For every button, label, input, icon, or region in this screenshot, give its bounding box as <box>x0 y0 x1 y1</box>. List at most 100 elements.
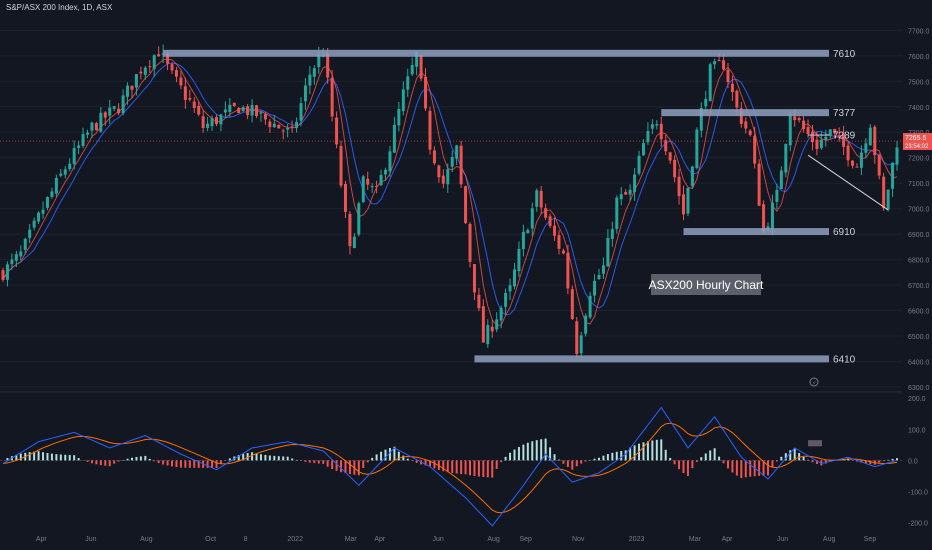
candle-body <box>112 106 116 109</box>
price-tick: 6300.0 <box>908 385 930 392</box>
price-tick: 7200.0 <box>908 156 930 163</box>
candle-body <box>530 208 534 229</box>
level-band-7610 <box>163 49 830 57</box>
time-label: Nov <box>572 536 585 543</box>
drawings: ⚡ <box>807 154 889 387</box>
candle-body <box>646 130 650 143</box>
time-label: Oct <box>205 536 216 543</box>
candle-body <box>690 166 694 187</box>
candle-body <box>201 116 205 128</box>
candle-body <box>441 175 445 184</box>
time-label: Aug <box>823 536 836 543</box>
candle-body <box>401 89 405 111</box>
candle-body <box>139 71 143 74</box>
candle-body <box>619 194 623 200</box>
candle-body <box>290 126 294 128</box>
candle-body <box>859 152 863 168</box>
candle-body <box>677 176 681 197</box>
candle-body <box>94 123 98 131</box>
candle-body <box>59 173 63 176</box>
time-label: Mar <box>345 536 358 543</box>
candle-body <box>539 190 543 208</box>
candle-body <box>384 169 388 175</box>
candle-body <box>312 68 316 77</box>
annotation: ASX200 Hourly Chart <box>649 274 764 295</box>
macd-tick: 200.0 <box>908 396 926 403</box>
candle-body <box>223 109 227 113</box>
candle-body <box>228 104 232 112</box>
time-label: Mar <box>689 536 702 543</box>
candle-body <box>357 203 361 235</box>
candle-body <box>775 189 779 202</box>
candle-body <box>886 189 890 210</box>
candle-body <box>339 145 343 186</box>
price-tick: 6400.0 <box>908 359 930 366</box>
macd-tick: 0.0 <box>908 458 918 465</box>
time-label: 2022 <box>287 536 303 543</box>
candle-body <box>459 145 463 185</box>
candle-body <box>637 155 641 174</box>
support-resistance-levels: 7610 7377 7289 6910 6410 <box>0 49 902 365</box>
candles <box>1 44 899 358</box>
candle-body <box>833 128 837 134</box>
candle-body <box>490 326 494 332</box>
candle-body <box>806 127 810 135</box>
candle-body <box>819 139 823 149</box>
price-tick: 7000.0 <box>908 207 930 214</box>
candle-body <box>45 196 49 208</box>
candle-body <box>784 143 788 173</box>
candle-body <box>450 156 454 167</box>
candle-body <box>250 104 254 116</box>
candle-body <box>308 74 312 86</box>
candle-body <box>286 128 290 130</box>
candle-body <box>410 65 414 75</box>
candle-body <box>303 85 307 102</box>
ma-slow-line <box>2 62 898 316</box>
candle-body <box>174 70 178 77</box>
macd-highlight-box <box>808 440 822 447</box>
candle-body <box>375 185 379 187</box>
candle-body <box>668 152 672 161</box>
candle-body <box>895 147 899 165</box>
time-label: Apr <box>374 536 386 543</box>
candle-body <box>237 107 241 114</box>
candle-body <box>108 107 112 116</box>
candle-body <box>695 129 699 169</box>
candle-body <box>517 248 521 272</box>
macd-tick: -200.0 <box>908 521 928 528</box>
candle-body <box>415 52 419 67</box>
candle-body <box>10 259 14 265</box>
candle-body <box>868 127 872 146</box>
price-tick: 7100.0 <box>908 181 930 188</box>
candle-body <box>846 145 850 161</box>
time-label: Apr <box>36 536 48 543</box>
candle-body <box>392 124 396 153</box>
candle-body <box>561 250 565 254</box>
candle-body <box>126 85 130 97</box>
candle-body <box>166 53 170 64</box>
candle-body <box>277 124 281 129</box>
time-label: Sep <box>864 536 877 543</box>
candle-body <box>535 190 539 207</box>
time-label: Aug <box>487 536 500 543</box>
candle-body <box>486 325 490 345</box>
candle-body <box>5 264 9 280</box>
candle-body <box>210 118 214 127</box>
candle-body <box>557 235 561 249</box>
candle-body <box>864 143 868 153</box>
candle-body <box>432 150 436 164</box>
alert-icon <box>809 377 819 387</box>
price-tick: 6600.0 <box>908 309 930 316</box>
candle-body <box>593 280 597 296</box>
candle-body <box>197 105 201 115</box>
time-label: Jun <box>433 536 444 543</box>
candle-body <box>464 186 468 224</box>
price-axis[interactable]: 7700.07600.07500.07400.07300.07200.07100… <box>903 28 932 392</box>
trendline <box>807 154 889 211</box>
candle-body <box>455 145 459 159</box>
candle-body <box>504 292 508 307</box>
price-tick: 7700.0 <box>908 28 930 35</box>
time-axis[interactable]: Apr Jun Aug Oct 8 2022 Mar Apr Jun Aug Sep Nov 2023 M… <box>36 536 876 543</box>
candle-body <box>810 131 814 143</box>
